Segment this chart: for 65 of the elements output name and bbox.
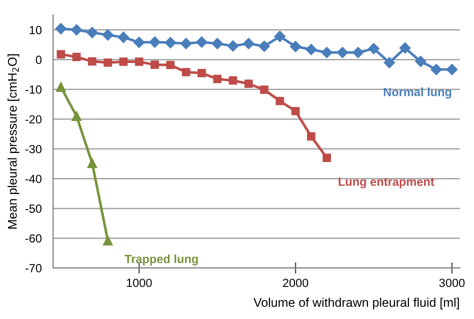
point	[322, 154, 331, 162]
point	[88, 57, 96, 66]
point	[102, 29, 114, 41]
point	[102, 236, 113, 246]
point	[149, 36, 160, 48]
point	[212, 38, 223, 50]
y-tick-label: -60	[25, 234, 42, 243]
y-tick-label: 10	[30, 26, 42, 34]
y-tick-label: -50	[25, 204, 42, 213]
x-tick-label: 3000	[439, 278, 465, 288]
point	[198, 68, 206, 78]
point	[87, 158, 98, 168]
point	[118, 32, 130, 43]
point	[150, 60, 159, 69]
point	[134, 36, 145, 48]
point	[399, 42, 411, 54]
point	[213, 74, 222, 84]
point	[56, 82, 66, 92]
point	[166, 60, 175, 70]
point	[134, 58, 144, 66]
point	[336, 46, 348, 58]
point	[290, 40, 302, 52]
point	[384, 57, 395, 68]
point	[228, 76, 238, 85]
y-tick-label: 0	[36, 56, 42, 64]
x-tick-label: 2000	[283, 278, 308, 288]
point	[86, 26, 98, 38]
point	[70, 24, 82, 36]
point	[276, 96, 284, 106]
point	[164, 37, 176, 48]
point	[430, 64, 442, 76]
point	[258, 40, 270, 52]
point	[72, 52, 81, 62]
point	[274, 30, 286, 42]
x-axis-title: Volume of withdrawn pleural fluid [ml]	[253, 298, 459, 310]
point	[244, 80, 253, 88]
point	[415, 56, 426, 68]
x-tick-label: 1000	[126, 278, 152, 288]
series-label: Lung entrapment	[338, 178, 434, 188]
series-label: Normal lung	[384, 88, 452, 99]
y-tick-label: -10	[25, 85, 42, 94]
series-label: Trapped lung	[124, 254, 198, 266]
point	[55, 23, 67, 34]
point	[180, 38, 192, 50]
point	[260, 86, 268, 94]
point	[72, 111, 82, 122]
point	[291, 106, 300, 116]
point	[307, 132, 316, 141]
y-tick-label: -30	[25, 144, 42, 154]
point	[56, 50, 66, 58]
y-tick-label: -20	[25, 115, 42, 124]
y-tick-label: -40	[25, 174, 42, 184]
y-axis-title: Mean pleural pressure [cmH$_{2}$O]	[8, 54, 20, 229]
y-tick-label: -70	[25, 264, 42, 272]
point	[446, 64, 458, 76]
point	[104, 58, 112, 67]
point	[352, 46, 364, 58]
point	[119, 58, 128, 66]
point	[196, 36, 208, 48]
point	[182, 68, 190, 76]
point	[368, 43, 380, 54]
point	[243, 38, 254, 50]
point	[321, 46, 332, 58]
point	[306, 44, 317, 56]
point	[227, 40, 239, 52]
